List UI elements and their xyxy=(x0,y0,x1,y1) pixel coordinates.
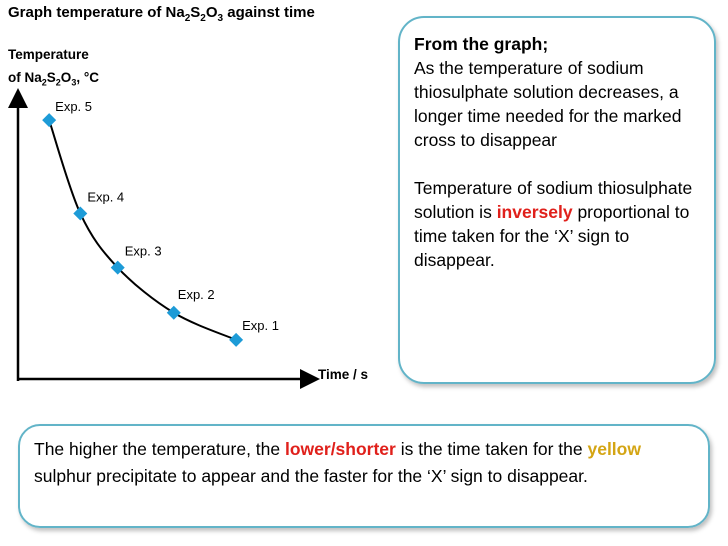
data-point-label: Exp. 5 xyxy=(55,99,92,114)
summary-panel: The higher the temperature, the lower/sh… xyxy=(18,424,710,528)
panel-paragraph-2: Temperature of sodium thiosulphate solut… xyxy=(414,178,693,270)
panel-paragraph-1: As the temperature of sodium thiosulphat… xyxy=(414,58,682,150)
data-point-exp-4 xyxy=(73,206,88,221)
data-point-exp-2 xyxy=(166,305,181,320)
data-point-exp-3 xyxy=(110,260,125,275)
data-point-label: Exp. 4 xyxy=(87,189,124,204)
data-point-label: Exp. 1 xyxy=(242,318,279,333)
x-axis-label: Time / s xyxy=(318,367,368,382)
y-axis-label: Temperature of Na2S2O3, °C xyxy=(8,47,99,88)
data-point-label: Exp. 3 xyxy=(125,244,162,259)
conclusion-panel: From the graph; As the temperature of so… xyxy=(398,16,716,384)
data-point-exp-1 xyxy=(229,332,244,347)
temperature-time-chart: Exp. 5 Exp. 4 Exp. 3 Exp. 2 Exp. 1 Time / s xyxy=(8,88,368,389)
panel-heading: From the graph; xyxy=(414,34,549,54)
data-point-exp-5 xyxy=(42,113,57,128)
summary-text: The higher the temperature, the lower/sh… xyxy=(34,439,641,486)
trend-curve xyxy=(48,119,237,341)
chart-title: Graph temperature of Na2S2O3 against tim… xyxy=(8,4,315,24)
data-point-label: Exp. 2 xyxy=(178,287,215,302)
